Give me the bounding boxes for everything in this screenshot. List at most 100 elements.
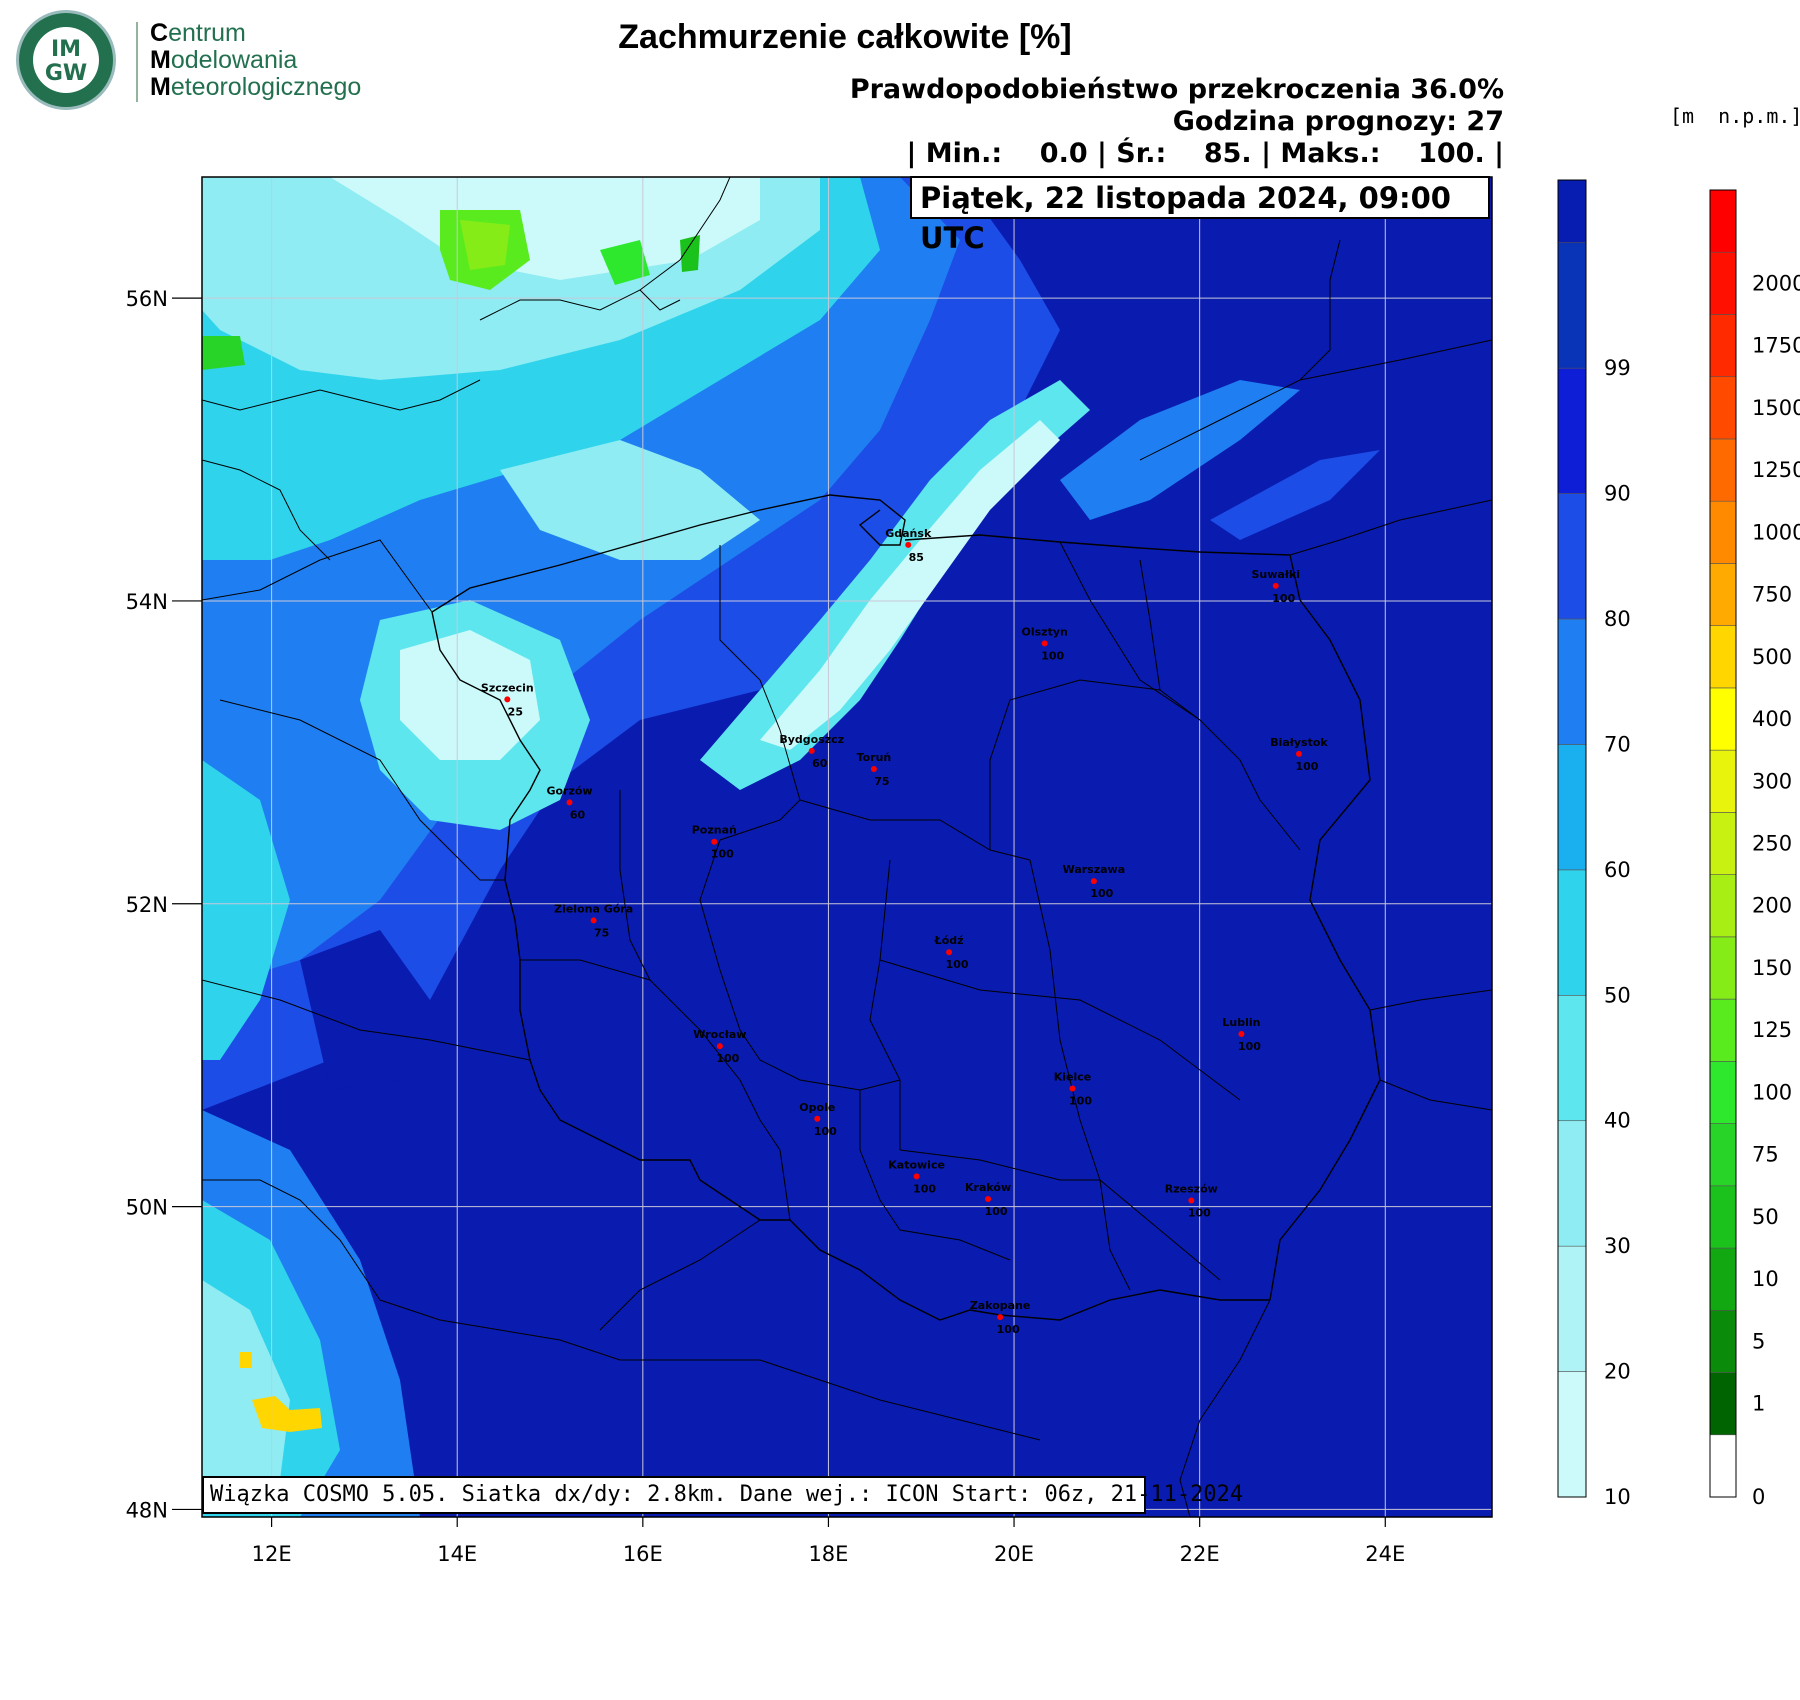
elevation-colorbar-frame: [1709, 189, 1737, 1498]
poland-coastline: [431, 494, 906, 613]
city-dot: [1238, 1030, 1245, 1037]
city-marker: Lublin 100: [1222, 1016, 1261, 1053]
city-name: Olsztyn: [1022, 625, 1068, 638]
lon-tick-label: 24E: [1365, 1542, 1405, 1566]
city-name: Toruń: [857, 751, 892, 764]
terrain-patch-scandinavia-mid: [600, 240, 650, 285]
elevation-colorbar-label: 1: [1752, 1392, 1765, 1416]
city-marker: Zielona Góra 75: [554, 902, 633, 939]
city-value: 100: [1295, 760, 1318, 773]
lat-tick-label: 52N: [126, 893, 168, 917]
lat-tick-label: 48N: [126, 1498, 168, 1522]
city-name: Suwałki: [1252, 568, 1301, 581]
city-dot: [814, 1115, 821, 1122]
elevation-colorbar-label: 200: [1752, 894, 1792, 918]
city-name: Zielona Góra: [554, 902, 633, 915]
elevation-colorbar-label: 150: [1752, 956, 1792, 980]
cloud-cover-colorbar: 10 20 30 40 50 60 70 80 90 99: [1557, 179, 1631, 1509]
elevation-colorbar-band: [1709, 1309, 1737, 1373]
elevation-colorbar-label: 400: [1752, 707, 1792, 731]
city-name: Szczecin: [481, 681, 534, 694]
lat-tick-label: 54N: [126, 590, 168, 614]
city-dot: [905, 541, 912, 548]
exceedance-probability: Prawdopodobieństwo przekroczenia 36.0%: [849, 74, 1504, 105]
elevation-colorbar-label: 1750: [1752, 334, 1800, 358]
elevation-colorbar-label: 750: [1752, 583, 1792, 607]
city-marker: Rzeszów 100: [1165, 1183, 1218, 1220]
cloud-band-vistula-pale: [760, 420, 1060, 750]
elevation-colorbar-label: 10: [1752, 1267, 1779, 1291]
voivodeship-lines: [520, 545, 1301, 1291]
cloud-cover-field: [202, 177, 1492, 1517]
map-title: Zachmurzenie całkowite [%]: [618, 18, 1072, 56]
lon-tick-label: 22E: [1180, 1542, 1220, 1566]
city-value: 75: [594, 926, 609, 939]
lon-tick-label: 12E: [252, 1542, 292, 1566]
city-name: Gdańsk: [885, 527, 932, 540]
cloud-colorbar-label: 20: [1604, 1360, 1631, 1384]
lat-tick-label: 50N: [126, 1196, 168, 1220]
cloud-colorbar-label: 80: [1604, 607, 1631, 631]
germany-borders: [202, 239, 1492, 1517]
elevation-colorbar-label: 0: [1752, 1485, 1765, 1509]
elevation-colorbar-band: [1709, 998, 1737, 1062]
imgw-logo: IM GW Centrum Modelowania Meteorologiczn…: [10, 8, 380, 112]
elevation-colorbar-band: [1709, 1434, 1737, 1498]
cloud-colorbar-band: [1557, 179, 1587, 244]
city-value: 100: [913, 1182, 936, 1195]
city-name: Opole: [799, 1101, 835, 1114]
elevation-colorbar-band: [1709, 438, 1737, 502]
city-marker: Poznań 100: [692, 824, 737, 861]
city-dot: [1188, 1197, 1195, 1204]
city-name: Katowice: [888, 1158, 945, 1171]
cloud-colorbar-label: 99: [1604, 356, 1631, 380]
elevation-colorbar-band: [1709, 251, 1737, 315]
city-name: Kraków: [965, 1181, 1011, 1194]
city-name: Warszawa: [1063, 863, 1126, 876]
elevation-colorbar-band: [1709, 625, 1737, 689]
city-value: 100: [716, 1052, 739, 1065]
cloud-region-west-mid-dark: [300, 930, 430, 1090]
borders: [202, 177, 1492, 1517]
scandinavia-coast: [202, 177, 731, 561]
city-marker: Wrocław 100: [693, 1028, 746, 1065]
city-dot: [997, 1314, 1004, 1321]
terrain-patch-denmark: [202, 336, 245, 370]
elevation-colorbar-label: 100: [1752, 1080, 1792, 1104]
elevation-colorbar-label: 50: [1752, 1205, 1779, 1229]
city-name: Białystok: [1270, 736, 1328, 749]
city-marker: Warszawa 100: [1063, 863, 1126, 900]
city-value: 60: [812, 757, 828, 770]
lon-tick-label: 20E: [994, 1542, 1034, 1566]
cloud-colorbar-label: 50: [1604, 983, 1631, 1007]
city-value: 100: [997, 1323, 1020, 1336]
elevation-unit-label: [m n.p.m.]: [1670, 104, 1800, 128]
cloud-region-nw-pale: [330, 177, 760, 280]
cloud-band-ne-streak: [1060, 380, 1300, 520]
cloud-colorbar-band: [1557, 1245, 1587, 1372]
elevation-colorbar-band: [1709, 1185, 1737, 1249]
elevation-colorbar-band: [1709, 687, 1737, 751]
city-name: Poznań: [692, 824, 737, 837]
city-value: 100: [1272, 592, 1295, 605]
city-dot: [590, 917, 597, 924]
cloud-colorbar-band: [1557, 1120, 1587, 1247]
city-dot: [1295, 750, 1302, 757]
city-name: Łódź: [934, 934, 964, 947]
city-dot: [870, 766, 877, 773]
city-value: 100: [814, 1125, 837, 1138]
cloud-colorbar-band: [1557, 493, 1587, 620]
elevation-colorbar-band: [1709, 874, 1737, 938]
city-marker: Gorzów 60: [546, 784, 592, 821]
cloud-colorbar-band: [1557, 618, 1587, 745]
logo-wordmark: Centrum Modelowania Meteorologicznego: [150, 19, 362, 101]
cloud-colorbar-band: [1557, 1371, 1587, 1498]
city-value: 75: [874, 775, 889, 788]
cloud-colorbar-band: [1557, 744, 1587, 871]
emblem-text-bottom: GW: [44, 61, 88, 86]
axis-labels: 12E 14E 16E 18E 20E 22E 24E 56N 54N 52N 50N 48N: [126, 287, 1406, 1566]
lon-tick-label: 14E: [437, 1542, 477, 1566]
forecast-hour: Godzina prognozy: 27: [1172, 106, 1504, 137]
city-value: 100: [946, 958, 969, 971]
city-marker: Katowice 100: [888, 1158, 945, 1195]
